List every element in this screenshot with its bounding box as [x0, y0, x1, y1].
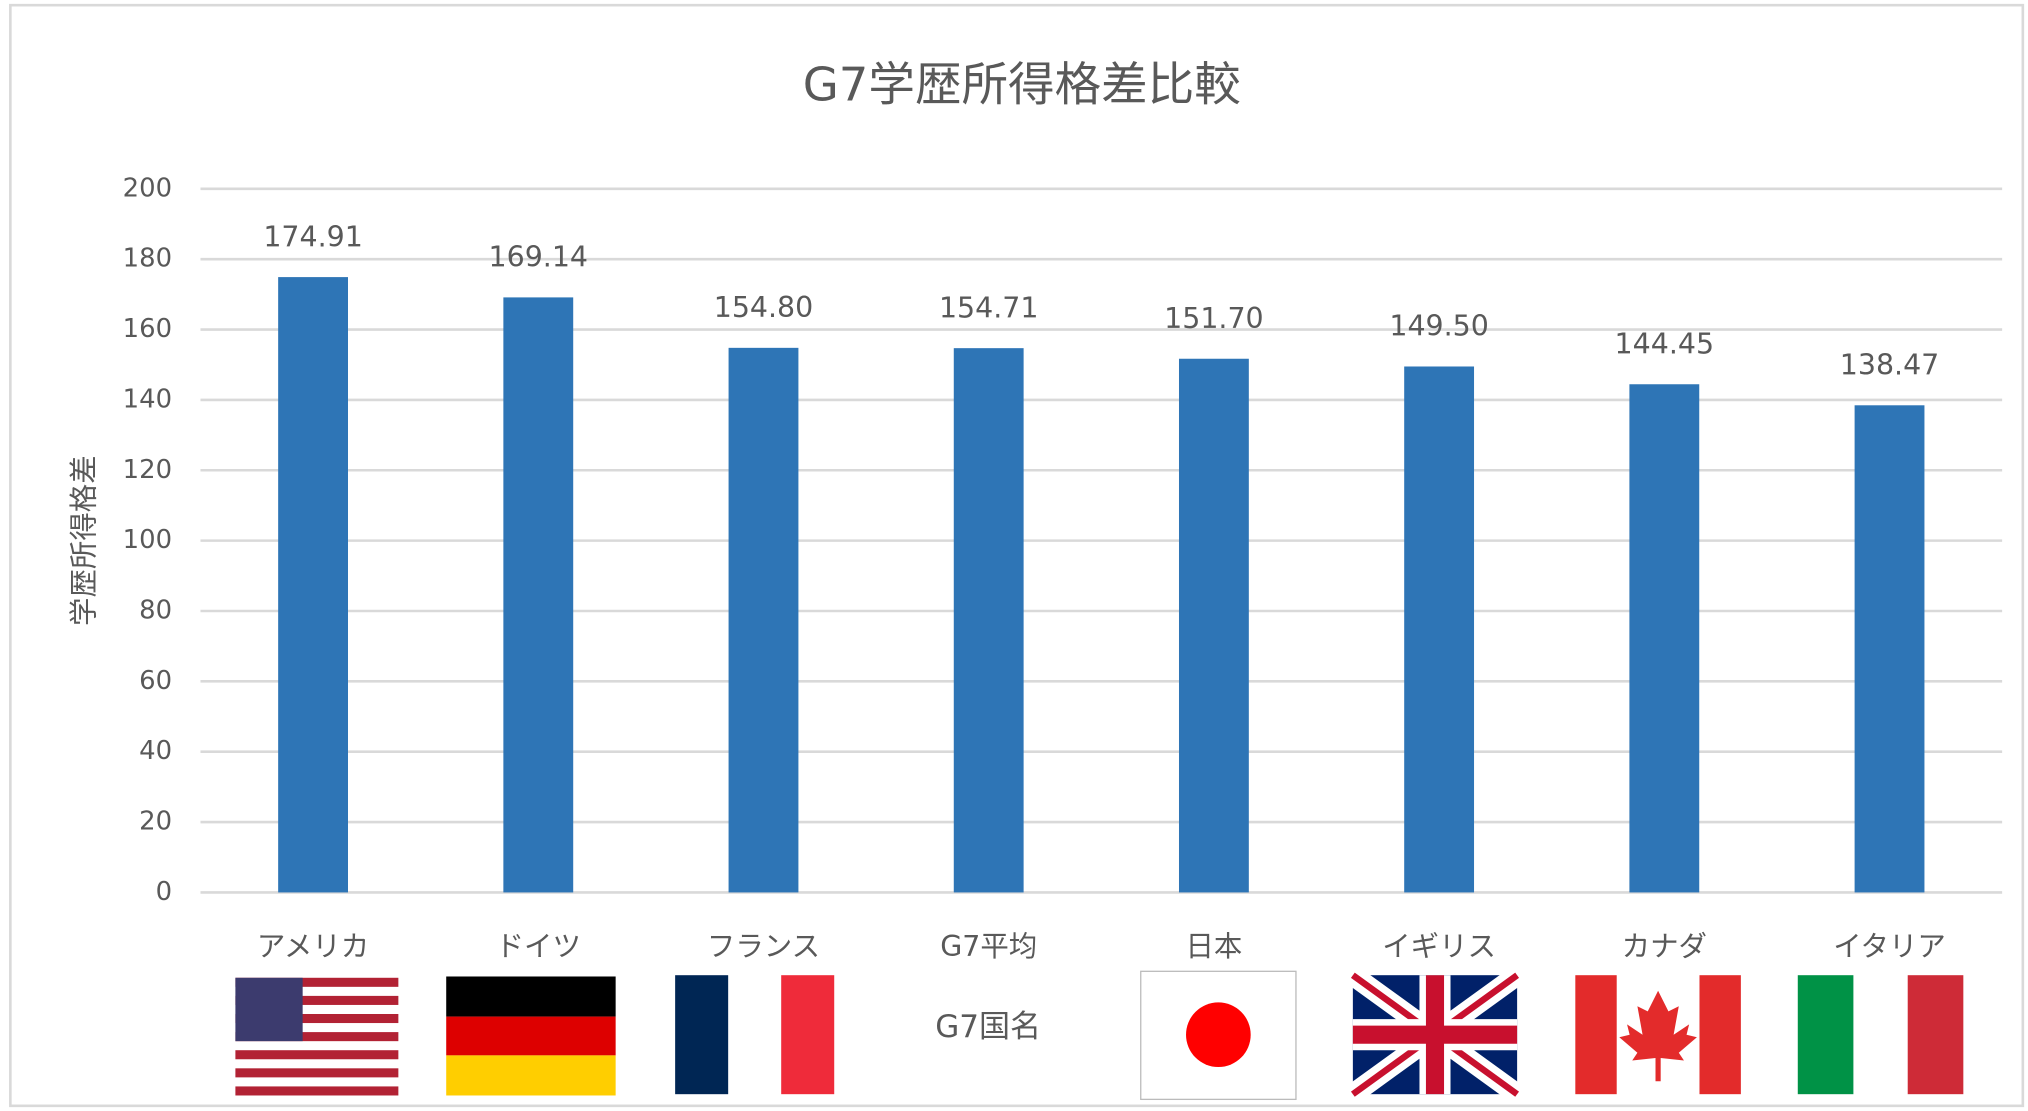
- flags: [235, 966, 1964, 1103]
- y-tick-label: 180: [123, 244, 172, 274]
- x-tick-label: イギリス: [1382, 930, 1496, 963]
- bar: [278, 277, 348, 893]
- y-tick-label: 160: [123, 314, 172, 344]
- y-tick-label: 80: [139, 595, 172, 625]
- flag-germany: [446, 976, 616, 1096]
- data-label: 144.45: [1615, 327, 1715, 360]
- x-tick-label: ドイツ: [496, 930, 581, 963]
- chart-title: G7学歴所得格差比較: [803, 57, 1241, 111]
- flag-canada: [1575, 975, 1741, 1095]
- flag-italy: [1797, 975, 1964, 1095]
- y-tick-label: 0: [156, 877, 172, 907]
- y-tick-label: 120: [123, 455, 172, 485]
- data-label: 174.91: [263, 220, 363, 253]
- data-label: 154.80: [714, 291, 814, 324]
- flag-usa: [235, 977, 399, 1096]
- x-tick-label: カナダ: [1622, 930, 1707, 963]
- y-tick-label: 60: [139, 666, 172, 696]
- bar: [503, 297, 574, 893]
- y-axis-label: 学歴所得格差: [67, 455, 100, 626]
- data-label: 149.50: [1389, 310, 1489, 343]
- flag-france: [675, 975, 835, 1095]
- x-tick-label: イタリア: [1833, 930, 1946, 963]
- bar: [1629, 384, 1700, 893]
- y-tick-label: 140: [123, 384, 172, 414]
- data-label: 138.47: [1840, 348, 1940, 381]
- flag-uk: [1346, 966, 1524, 1103]
- bar: [953, 348, 1024, 893]
- y-tick-label: 100: [123, 525, 172, 555]
- bar: [728, 347, 799, 893]
- bar: [1854, 405, 1925, 893]
- bar: [1404, 366, 1475, 893]
- x-axis-label: G7国名: [935, 1009, 1041, 1045]
- bar: [1178, 358, 1249, 893]
- x-tick-label: アメリカ: [257, 930, 369, 963]
- y-tick-label: 20: [139, 807, 172, 837]
- data-label: 154.71: [939, 291, 1039, 324]
- x-tick-label: 日本: [1185, 930, 1242, 963]
- data-label: 151.70: [1164, 302, 1264, 335]
- y-tick-label: 40: [139, 736, 172, 766]
- data-label: 169.14: [489, 241, 589, 274]
- x-tick-label: G7平均: [940, 930, 1037, 963]
- y-tick-label: 200: [123, 173, 172, 203]
- flag-japan: [1140, 970, 1297, 1101]
- x-tick-label: フランス: [707, 930, 820, 963]
